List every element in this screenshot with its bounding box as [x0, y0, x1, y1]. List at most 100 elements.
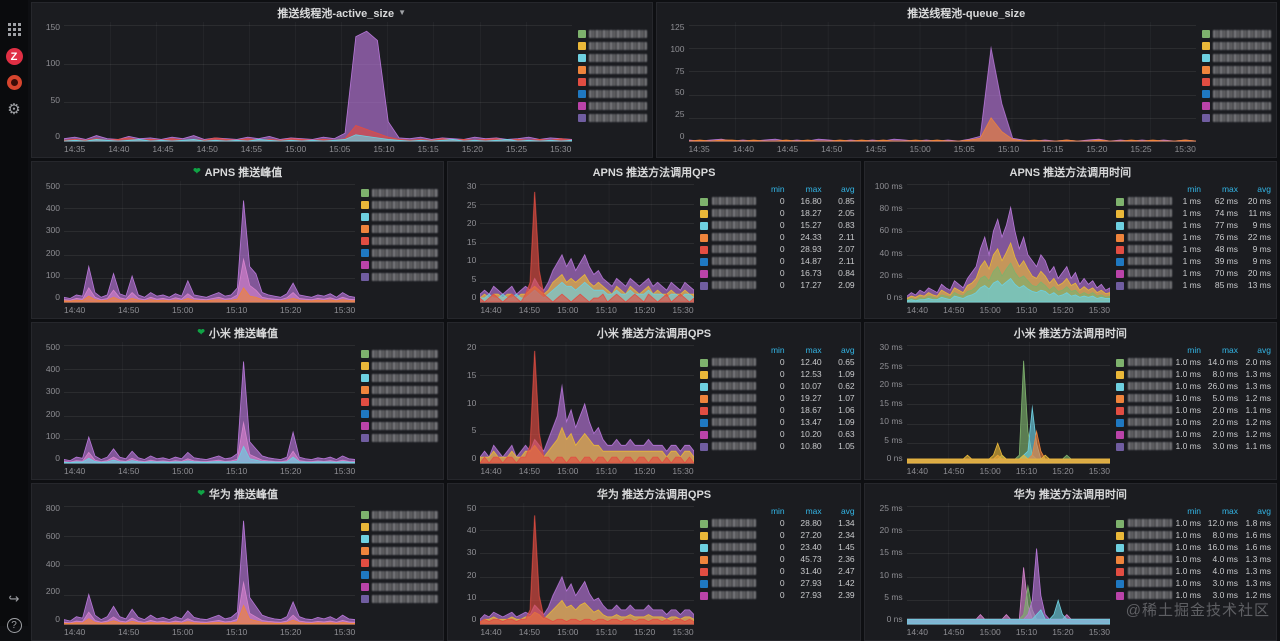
- series-name-redacted[interactable]: [711, 418, 756, 426]
- panel-header[interactable]: ❤ APNS 推送方法调用时间 ▼: [865, 162, 1276, 181]
- series-name-redacted[interactable]: [711, 245, 756, 253]
- legend-header-min[interactable]: min: [1187, 184, 1201, 194]
- panel-header[interactable]: ❤ 小米 推送方法调用时间 ▼: [865, 323, 1276, 342]
- chart-canvas[interactable]: [64, 503, 356, 625]
- series-name-redacted[interactable]: [711, 382, 756, 390]
- series-name-redacted[interactable]: [1128, 418, 1172, 426]
- panel-header[interactable]: ❤ 小米 推送方法调用QPS ▼: [448, 323, 859, 342]
- legend-series-item[interactable]: [361, 189, 439, 197]
- legend-series-item[interactable]: [361, 350, 439, 358]
- series-name-redacted[interactable]: [1128, 406, 1172, 414]
- chart-canvas[interactable]: [688, 22, 1196, 142]
- legend-series-item[interactable]: [361, 237, 439, 245]
- legend-series-item[interactable]: [577, 42, 647, 50]
- legend-series-item[interactable]: [1202, 42, 1271, 50]
- chart-canvas[interactable]: [480, 503, 694, 625]
- chart-plot[interactable]: 14:40 14:50 15:00 15:10 15:20 15:30: [906, 181, 1110, 316]
- series-name-redacted[interactable]: [1128, 269, 1172, 277]
- legend-header-avg[interactable]: avg: [840, 184, 855, 194]
- legend-series-item[interactable]: [1202, 66, 1271, 74]
- panel-header[interactable]: ❤ 推送线程池-queue_size ▼: [657, 3, 1277, 22]
- series-name-redacted[interactable]: [1128, 591, 1172, 599]
- legend-series-item[interactable]: [1202, 30, 1271, 38]
- series-name-redacted[interactable]: [1128, 567, 1172, 575]
- chart-canvas[interactable]: [480, 342, 694, 464]
- series-name-redacted[interactable]: [1128, 519, 1172, 527]
- legend-series-item[interactable]: [577, 78, 647, 86]
- series-name-redacted[interactable]: [711, 197, 756, 205]
- chart-canvas[interactable]: [64, 22, 572, 142]
- legend-header-max[interactable]: max: [1221, 184, 1238, 194]
- series-name-redacted[interactable]: [1128, 531, 1172, 539]
- chart-plot[interactable]: 14:40 14:50 15:00 15:10 15:20 15:30: [64, 503, 356, 638]
- series-name-redacted[interactable]: [711, 269, 756, 277]
- legend-series-item[interactable]: [361, 201, 439, 209]
- legend-series-item[interactable]: [361, 261, 439, 269]
- panel-header[interactable]: ❤ APNS 推送方法调用QPS ▼: [448, 162, 859, 181]
- legend-series-item[interactable]: [1202, 102, 1271, 110]
- series-name-redacted[interactable]: [1128, 382, 1172, 390]
- legend-header-max[interactable]: max: [1221, 506, 1238, 516]
- legend-series-item[interactable]: [361, 511, 439, 519]
- sign-out-icon[interactable]: ↪: [5, 590, 23, 608]
- series-name-redacted[interactable]: [1128, 543, 1172, 551]
- legend-series-item[interactable]: [361, 571, 439, 579]
- series-name-redacted[interactable]: [711, 519, 756, 527]
- legend-series-item[interactable]: [361, 249, 439, 257]
- series-name-redacted[interactable]: [1128, 394, 1172, 402]
- series-name-redacted[interactable]: [711, 281, 756, 289]
- legend-series-item[interactable]: [361, 225, 439, 233]
- series-name-redacted[interactable]: [711, 209, 756, 217]
- series-name-redacted[interactable]: [711, 257, 756, 265]
- panel-header[interactable]: ❤ 推送线程池-active_size ▼: [32, 3, 652, 22]
- legend-series-item[interactable]: [361, 386, 439, 394]
- chart-plot[interactable]: 14:35 14:40 14:45 14:50 14:55 15:00 15:05 15:10…: [688, 22, 1196, 155]
- series-name-redacted[interactable]: [711, 358, 756, 366]
- settings-gear-icon[interactable]: ⚙: [5, 100, 23, 118]
- panel-title[interactable]: 华为 推送峰值: [208, 488, 278, 501]
- series-name-redacted[interactable]: [711, 567, 756, 575]
- panel-title[interactable]: 小米 推送方法调用QPS: [596, 327, 712, 340]
- legend-series-item[interactable]: [361, 213, 439, 221]
- legend-series-item[interactable]: [361, 547, 439, 555]
- legend-series-item[interactable]: [577, 102, 647, 110]
- legend-header-avg[interactable]: avg: [1257, 506, 1271, 516]
- series-name-redacted[interactable]: [1128, 209, 1172, 217]
- series-name-redacted[interactable]: [711, 221, 756, 229]
- series-name-redacted[interactable]: [1128, 233, 1172, 241]
- series-name-redacted[interactable]: [711, 442, 756, 450]
- legend-header-avg[interactable]: avg: [840, 506, 855, 516]
- series-name-redacted[interactable]: [1128, 430, 1172, 438]
- chart-plot[interactable]: 14:40 14:50 15:00 15:10 15:20 15:30: [480, 181, 694, 316]
- legend-header-min[interactable]: min: [1187, 345, 1201, 355]
- legend-series-item[interactable]: [361, 535, 439, 543]
- legend-header-max[interactable]: max: [805, 184, 822, 194]
- series-name-redacted[interactable]: [711, 591, 756, 599]
- legend-series-item[interactable]: [361, 434, 439, 442]
- series-name-redacted[interactable]: [711, 370, 756, 378]
- series-name-redacted[interactable]: [1128, 370, 1172, 378]
- legend-series-item[interactable]: [361, 559, 439, 567]
- chart-canvas[interactable]: [906, 503, 1110, 625]
- series-name-redacted[interactable]: [711, 233, 756, 241]
- series-name-redacted[interactable]: [711, 555, 756, 563]
- series-name-redacted[interactable]: [1128, 197, 1172, 205]
- series-name-redacted[interactable]: [1128, 221, 1172, 229]
- legend-series-item[interactable]: [361, 273, 439, 281]
- chart-canvas[interactable]: [64, 181, 356, 303]
- series-name-redacted[interactable]: [1128, 281, 1172, 289]
- panel-title[interactable]: 推送线程池-queue_size: [907, 7, 1026, 20]
- legend-header-min[interactable]: min: [770, 184, 785, 194]
- panel-title[interactable]: APNS 推送峰值: [204, 166, 283, 179]
- chart-plot[interactable]: 14:40 14:50 15:00 15:10 15:20 15:30: [480, 342, 694, 477]
- chart-plot[interactable]: 14:40 14:50 15:00 15:10 15:20 15:30: [906, 503, 1110, 638]
- legend-series-item[interactable]: [361, 595, 439, 603]
- legend-header-min[interactable]: min: [770, 506, 785, 516]
- panel-title[interactable]: 小米 推送方法调用时间: [1013, 327, 1127, 340]
- series-name-redacted[interactable]: [711, 406, 756, 414]
- panel-title[interactable]: 华为 推送方法调用QPS: [596, 488, 712, 501]
- series-name-redacted[interactable]: [711, 579, 756, 587]
- legend-series-item[interactable]: [577, 66, 647, 74]
- panel-title[interactable]: APNS 推送方法调用QPS: [592, 166, 716, 179]
- panel-header[interactable]: ❤ 小米 推送峰值 ▼: [32, 323, 443, 342]
